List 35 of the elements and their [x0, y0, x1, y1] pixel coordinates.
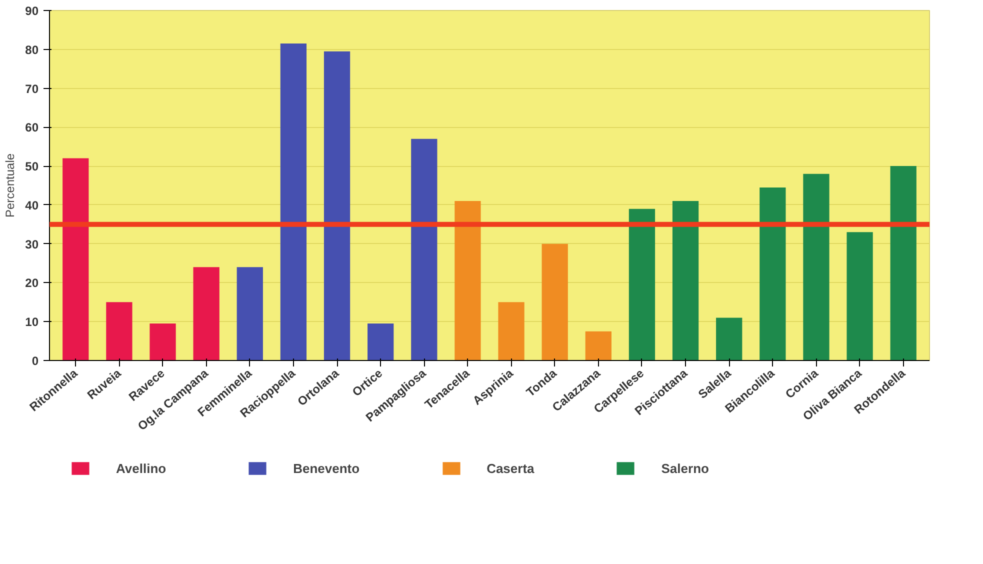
- bar: [846, 232, 873, 360]
- bar: [672, 201, 699, 360]
- bar: [280, 44, 307, 360]
- y-tick-label: 0: [32, 354, 39, 368]
- legend-label: Avellino: [116, 460, 166, 476]
- bar: [498, 302, 524, 360]
- bar: [454, 201, 481, 360]
- bar: [150, 324, 176, 360]
- y-tick-label: 50: [25, 160, 39, 174]
- bar: [542, 244, 568, 360]
- y-tick-label: 10: [25, 315, 39, 330]
- y-tick-label: 20: [25, 276, 39, 290]
- bar: [324, 51, 350, 360]
- bar: [760, 187, 786, 360]
- legend-label: Caserta: [486, 460, 534, 476]
- bar: [585, 331, 612, 360]
- bar: [193, 267, 220, 360]
- y-tick-label: 80: [25, 42, 39, 57]
- bar: [62, 158, 89, 360]
- bar: [890, 166, 916, 360]
- y-tick-label: 70: [25, 82, 39, 96]
- bar: [411, 138, 438, 360]
- bar: [368, 324, 394, 360]
- legend-label: Salerno: [661, 460, 709, 476]
- y-tick-label: 30: [25, 237, 39, 252]
- bar: [628, 208, 656, 360]
- bar: [236, 267, 263, 360]
- bar: [106, 302, 132, 360]
- legend-label: Benevento: [293, 460, 360, 476]
- y-tick-label: 40: [25, 198, 39, 212]
- bar: [716, 318, 742, 360]
- y-axis-title: Percentuale: [3, 153, 18, 218]
- y-tick-label: 60: [25, 120, 39, 135]
- bar: [803, 174, 830, 360]
- y-tick-label: 90: [25, 4, 39, 18]
